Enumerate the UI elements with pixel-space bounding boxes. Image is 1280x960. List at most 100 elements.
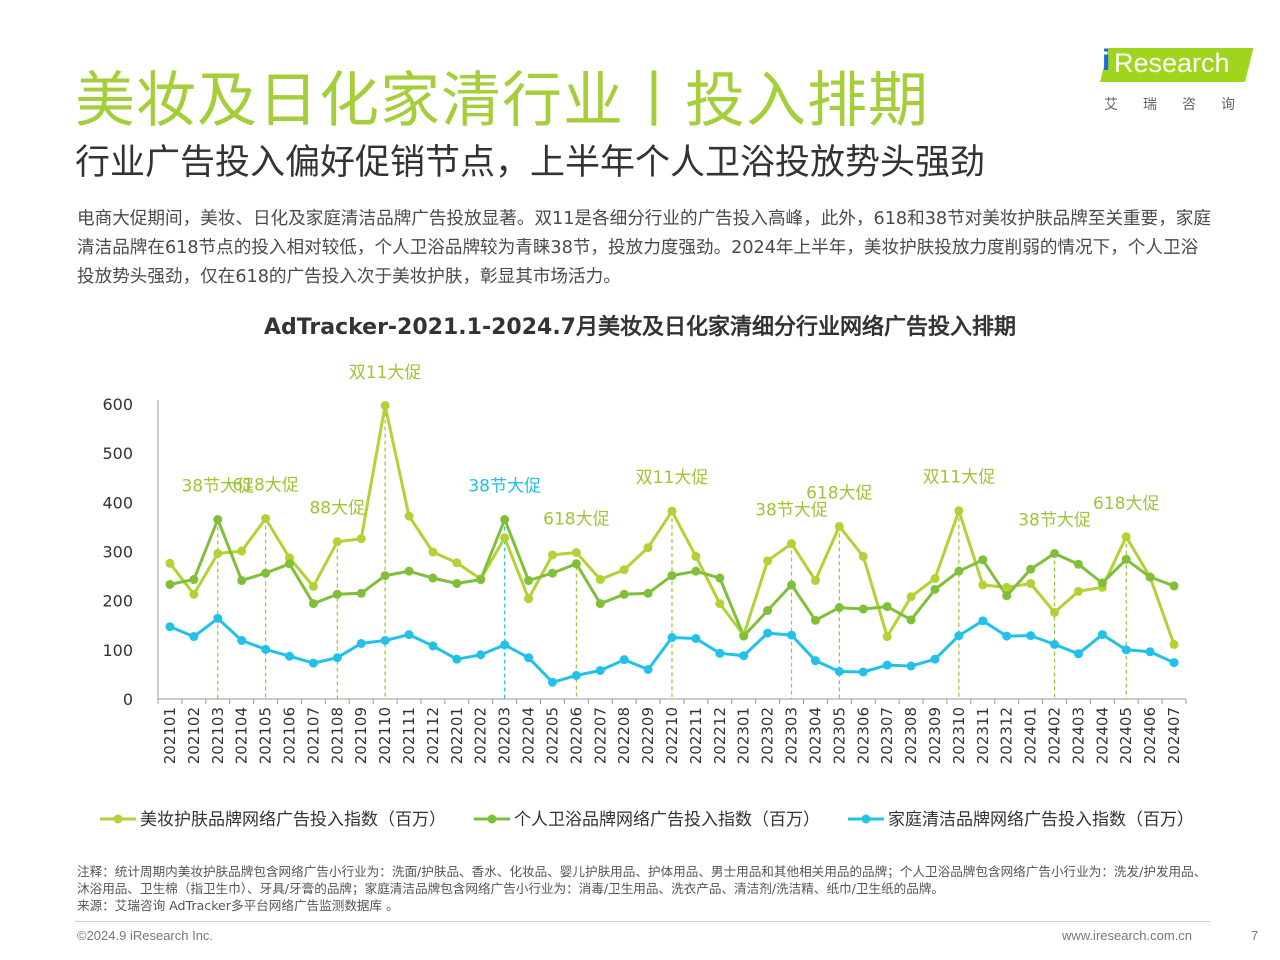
series-1-point bbox=[1121, 532, 1131, 542]
website-link[interactable]: www.iresearch.com.cn bbox=[1062, 928, 1193, 943]
line-chart: AdTracker-2021.1-2024.7月美妆及日化家清细分行业网络广告投… bbox=[100, 314, 1194, 830]
annotation-label: 618大促 bbox=[806, 483, 872, 503]
series-2-point bbox=[882, 602, 892, 612]
series-3-point bbox=[619, 655, 629, 665]
series-points bbox=[165, 400, 1179, 687]
x-tick-label: 202305 bbox=[830, 707, 848, 764]
series-2-point bbox=[547, 568, 557, 578]
logo-letter: i bbox=[1102, 44, 1111, 77]
series-2-point bbox=[1169, 581, 1179, 591]
x-tick-label: 202304 bbox=[806, 707, 824, 764]
series-2-point bbox=[1097, 578, 1107, 588]
x-tick-label: 202303 bbox=[783, 707, 801, 764]
series-1-point bbox=[547, 550, 557, 560]
series-2-point bbox=[643, 588, 653, 598]
x-tick-label: 202406 bbox=[1141, 707, 1159, 764]
series-2-point bbox=[667, 571, 677, 581]
x-tick-label: 202202 bbox=[472, 707, 490, 764]
series-1-point bbox=[787, 539, 797, 549]
x-tick-label: 202108 bbox=[328, 707, 346, 764]
series-3-point bbox=[1050, 639, 1060, 649]
x-tick-label: 202209 bbox=[639, 707, 657, 764]
series-2-point bbox=[452, 578, 462, 588]
annotation-label: 618大促 bbox=[543, 509, 609, 529]
copyright-text: ©2024.9 iResearch Inc. bbox=[77, 928, 214, 943]
intro-paragraph: 电商大促期间，美妆、日化及家庭清洁品牌广告投放显著。双11是各细分行业的广告投入… bbox=[77, 209, 1211, 287]
series-3-point bbox=[261, 644, 271, 654]
series-3-point bbox=[189, 632, 199, 642]
series-2-point bbox=[1050, 548, 1060, 558]
footnote: 注释：统计周期内美妆护肤品牌包含网络广告小行业为：洗面/护肤品、香水、化妆品、婴… bbox=[77, 863, 1217, 914]
x-tick-label: 202106 bbox=[280, 707, 298, 764]
series-1-point bbox=[595, 575, 605, 585]
series-2-point bbox=[380, 571, 390, 581]
series-1-point bbox=[619, 565, 629, 575]
series-2-point bbox=[1145, 572, 1155, 582]
series-3-point bbox=[858, 667, 868, 677]
x-tick-label: 202107 bbox=[304, 707, 322, 764]
series-2-point bbox=[261, 568, 271, 578]
annotation-label: 38节大促 bbox=[1018, 510, 1091, 530]
logo-cn-text: 艾瑞咨询 bbox=[1104, 97, 1260, 113]
series-3-point bbox=[739, 651, 749, 661]
x-tick-label: 202307 bbox=[878, 707, 896, 764]
series-2-point bbox=[308, 599, 318, 609]
series-1-point bbox=[643, 543, 653, 553]
series-2-point bbox=[595, 599, 605, 609]
series-3-point bbox=[356, 638, 366, 648]
series-2-point bbox=[332, 589, 342, 599]
chart-legend: 美妆护肤品牌网络广告投入指数（百万） 个人卫浴品牌网络广告投入指数（百万） 家庭清洁… bbox=[100, 810, 1194, 830]
series-1-point bbox=[930, 574, 940, 584]
series-3-point bbox=[237, 635, 247, 645]
series-3-point bbox=[930, 654, 940, 664]
x-tick-label: 202212 bbox=[711, 707, 729, 764]
series-1-point bbox=[356, 534, 366, 544]
series-3-point bbox=[667, 633, 677, 643]
series-1-point bbox=[834, 521, 844, 531]
series-1-point bbox=[189, 589, 199, 599]
series-3-point bbox=[906, 661, 916, 671]
x-tick-label: 202207 bbox=[591, 707, 609, 764]
series-2-point bbox=[978, 555, 988, 565]
series-2-point bbox=[954, 566, 964, 576]
x-tick-label: 202205 bbox=[543, 707, 561, 764]
x-tick-label: 202103 bbox=[209, 707, 227, 764]
series-3-point bbox=[1073, 649, 1083, 659]
series-3-point bbox=[978, 616, 988, 626]
series-2-point bbox=[810, 615, 820, 625]
series-2-point bbox=[213, 515, 223, 525]
annotation-label: 双11大促 bbox=[923, 468, 996, 488]
series-2-point bbox=[763, 606, 773, 615]
series-1-point bbox=[667, 506, 677, 516]
series-2-point bbox=[476, 575, 486, 585]
series-2-point bbox=[237, 576, 247, 586]
series-1-point bbox=[1073, 586, 1083, 596]
series-2-point bbox=[571, 559, 581, 569]
x-tick-label: 202302 bbox=[759, 707, 777, 764]
x-tick-label: 202407 bbox=[1165, 707, 1183, 764]
series-3-point bbox=[691, 634, 701, 644]
series-1-point bbox=[571, 547, 581, 557]
series-2-point bbox=[930, 584, 940, 594]
series-1-point bbox=[763, 556, 773, 566]
series-2-point bbox=[739, 631, 749, 641]
series-2-point bbox=[404, 566, 414, 576]
series-2-point bbox=[428, 573, 438, 583]
series-1-point bbox=[428, 547, 438, 557]
series-1-point bbox=[882, 632, 892, 642]
series-3-point bbox=[1026, 631, 1036, 641]
chart-title: AdTracker-2021.1-2024.7月美妆及日化家清细分行业网络广告投… bbox=[264, 314, 1016, 340]
x-tick-label: 202203 bbox=[496, 707, 514, 764]
y-tick-label: 200 bbox=[102, 592, 133, 611]
series-2-point bbox=[189, 575, 199, 585]
annotation-label: 618大促 bbox=[232, 476, 298, 496]
series-3-point bbox=[715, 648, 725, 658]
series-3-point bbox=[1169, 658, 1179, 668]
series-1-point bbox=[858, 551, 868, 561]
x-tick-label: 202204 bbox=[520, 707, 538, 764]
x-tick-label: 202112 bbox=[424, 707, 442, 764]
x-tick-label: 202201 bbox=[448, 707, 466, 764]
series-1-point bbox=[906, 592, 916, 602]
series-3-point bbox=[571, 670, 581, 680]
series-2-point bbox=[500, 515, 510, 525]
